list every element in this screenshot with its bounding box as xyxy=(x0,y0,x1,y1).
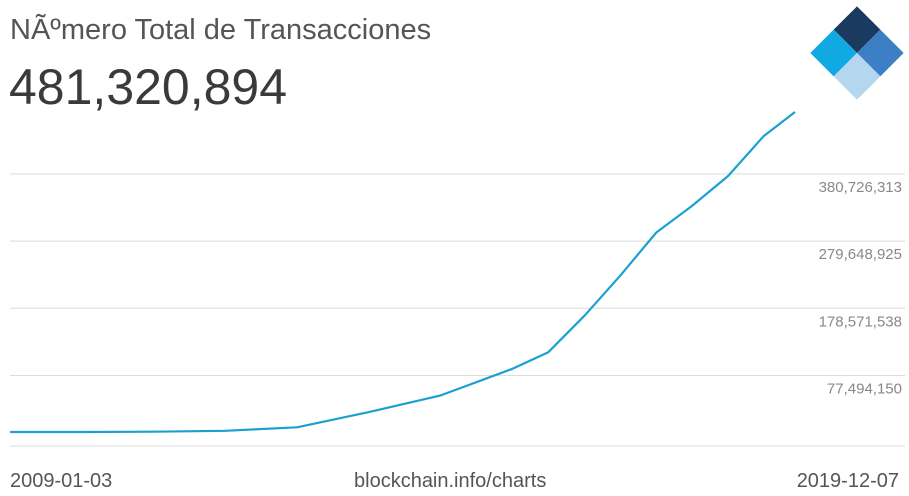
total-transactions-value: 481,320,894 xyxy=(9,59,288,115)
y-tick-label: 178,571,538 xyxy=(819,313,902,330)
x-end-label: 2019-12-07 xyxy=(796,470,899,492)
logo-tile-light xyxy=(833,53,881,100)
y-tick-label: 380,726,313 xyxy=(819,179,902,196)
chart-title: NÃºmero Total de Transacciones xyxy=(10,14,432,46)
y-tick-label: 77,494,150 xyxy=(827,380,902,397)
blockchain-logo-icon xyxy=(810,6,904,100)
y-tick-label: 279,648,925 xyxy=(819,246,902,263)
source-link[interactable]: blockchain.info/charts xyxy=(354,470,547,492)
logo-tile-dark xyxy=(833,6,881,53)
x-start-label: 2009-01-03 xyxy=(10,470,113,492)
series-line xyxy=(10,111,796,434)
